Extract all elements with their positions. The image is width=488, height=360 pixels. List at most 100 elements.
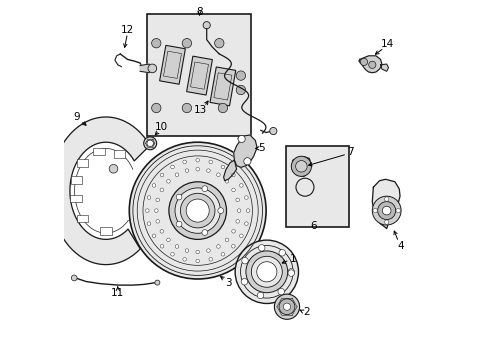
Circle shape (246, 209, 249, 212)
Circle shape (231, 188, 235, 192)
Circle shape (160, 230, 163, 233)
Circle shape (152, 184, 156, 187)
Circle shape (208, 160, 212, 164)
Circle shape (147, 196, 150, 199)
Circle shape (196, 158, 199, 162)
Circle shape (145, 209, 149, 212)
Circle shape (244, 158, 250, 165)
Circle shape (175, 245, 179, 248)
Circle shape (176, 221, 182, 227)
Circle shape (206, 169, 210, 172)
Circle shape (287, 269, 294, 275)
Circle shape (180, 193, 215, 228)
Circle shape (216, 173, 220, 176)
Text: 3: 3 (224, 278, 231, 288)
Text: 10: 10 (154, 122, 167, 132)
Polygon shape (233, 135, 257, 167)
Circle shape (151, 103, 161, 113)
Circle shape (129, 142, 265, 279)
Circle shape (283, 303, 290, 310)
Polygon shape (291, 157, 310, 176)
Circle shape (371, 196, 400, 225)
Bar (285, 146, 348, 227)
Circle shape (258, 244, 264, 251)
Circle shape (208, 257, 212, 261)
Circle shape (251, 256, 282, 287)
Text: 9: 9 (74, 112, 80, 122)
Circle shape (384, 197, 388, 201)
Bar (70, 176, 82, 184)
Circle shape (245, 251, 287, 293)
Circle shape (216, 245, 220, 248)
Bar (77, 159, 88, 167)
Circle shape (231, 173, 235, 177)
Circle shape (372, 208, 377, 213)
Circle shape (160, 188, 163, 192)
Circle shape (291, 156, 311, 176)
Polygon shape (380, 64, 387, 71)
Circle shape (206, 249, 210, 252)
Circle shape (235, 198, 239, 202)
Circle shape (239, 184, 243, 187)
Text: 7: 7 (346, 147, 352, 157)
Circle shape (214, 39, 224, 48)
Circle shape (279, 249, 285, 256)
Circle shape (295, 161, 306, 172)
Circle shape (368, 61, 375, 68)
Circle shape (235, 220, 239, 223)
Circle shape (377, 202, 395, 220)
Circle shape (176, 194, 182, 200)
Circle shape (269, 127, 276, 135)
Circle shape (360, 58, 367, 66)
Polygon shape (50, 117, 149, 265)
Circle shape (218, 208, 223, 213)
Circle shape (166, 238, 170, 242)
Circle shape (143, 137, 156, 150)
Circle shape (196, 167, 199, 171)
Circle shape (183, 257, 186, 261)
Circle shape (175, 188, 220, 233)
Circle shape (236, 71, 245, 80)
Circle shape (202, 186, 207, 192)
Circle shape (224, 180, 228, 183)
Circle shape (155, 280, 160, 285)
Text: 8: 8 (196, 7, 203, 17)
Circle shape (185, 169, 188, 172)
Circle shape (182, 39, 191, 48)
Text: 2: 2 (303, 307, 309, 318)
Circle shape (244, 222, 248, 225)
Circle shape (237, 209, 241, 212)
Polygon shape (358, 56, 381, 73)
Bar (113, 150, 125, 158)
Text: 11: 11 (111, 288, 124, 298)
Text: 13: 13 (194, 105, 207, 115)
Polygon shape (140, 64, 151, 73)
Circle shape (218, 103, 227, 113)
Circle shape (279, 299, 294, 315)
Circle shape (196, 259, 199, 263)
Circle shape (148, 64, 156, 73)
Circle shape (147, 222, 150, 225)
Text: 6: 6 (310, 221, 317, 231)
Circle shape (154, 209, 158, 212)
Circle shape (170, 252, 174, 256)
Circle shape (160, 244, 163, 248)
Circle shape (170, 165, 174, 169)
Circle shape (241, 279, 247, 285)
Polygon shape (223, 160, 236, 181)
Circle shape (156, 198, 159, 202)
Circle shape (166, 180, 170, 183)
Circle shape (196, 250, 199, 254)
Circle shape (241, 257, 248, 264)
Bar (100, 228, 111, 235)
Circle shape (238, 135, 244, 143)
Circle shape (109, 165, 118, 173)
Polygon shape (159, 45, 185, 84)
Circle shape (235, 240, 298, 303)
Circle shape (239, 234, 243, 238)
Polygon shape (186, 56, 212, 95)
Bar (77, 215, 88, 222)
Polygon shape (209, 67, 235, 106)
Bar (93, 148, 104, 155)
Circle shape (277, 288, 284, 295)
